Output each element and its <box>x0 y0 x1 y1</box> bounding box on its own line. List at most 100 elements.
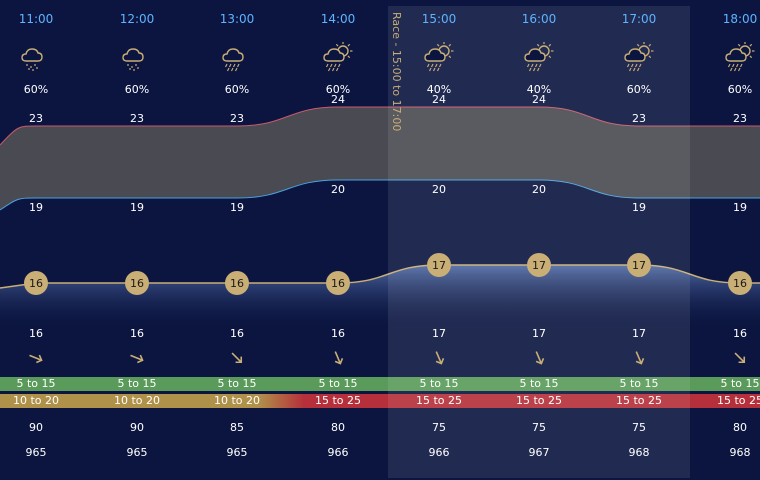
wind-gust-range: 15 to 25 <box>314 394 362 407</box>
precipitation-chance: 60% <box>727 83 753 96</box>
humidity-value: 90 <box>130 421 144 434</box>
race-window-highlight <box>388 6 690 478</box>
pressure-value: 965 <box>126 446 148 459</box>
feels-like-badge: 17 <box>527 253 551 277</box>
wind-direction-arrow-icon <box>27 349 45 367</box>
temperature-max: 24 <box>331 93 345 106</box>
hour-label: 12:00 <box>119 12 155 26</box>
hour-label: 15:00 <box>421 12 457 26</box>
temperature-min: 20 <box>532 183 546 196</box>
temperature-min: 19 <box>632 201 646 214</box>
precipitation-chance: 60% <box>124 83 150 96</box>
wind-speed-range: 5 to 15 <box>419 377 459 390</box>
feels-like-badge: 16 <box>225 271 249 295</box>
feels-like-value: 16 <box>733 327 747 340</box>
feels-like-area <box>0 265 760 330</box>
feels-like-badge: 16 <box>125 271 149 295</box>
humidity-value: 80 <box>733 421 747 434</box>
wind-speed-range: 5 to 15 <box>318 377 358 390</box>
wind-direction-arrow-icon <box>630 349 648 367</box>
temperature-max: 24 <box>532 93 546 106</box>
humidity-value: 80 <box>331 421 345 434</box>
feels-like-value: 17 <box>532 327 546 340</box>
wind-speed-range: 5 to 15 <box>720 377 760 390</box>
wind-speed-range: 5 to 15 <box>619 377 659 390</box>
feels-like-value: 16 <box>331 327 345 340</box>
feels-like-value: 17 <box>432 327 446 340</box>
precipitation-chance: 40% <box>426 83 452 96</box>
pressure-value: 966 <box>428 446 450 459</box>
wind-gust-range: 10 to 20 <box>12 394 60 407</box>
sun-cloud-rain-icon <box>321 41 355 72</box>
temperature-max: 23 <box>29 112 43 125</box>
humidity-value: 75 <box>632 421 646 434</box>
temperature-min: 19 <box>130 201 144 214</box>
temperature-min: 19 <box>29 201 43 214</box>
feels-like-value: 16 <box>130 327 144 340</box>
cloud-drizzle-icon <box>120 42 154 72</box>
wind-gust-range: 10 to 20 <box>213 394 261 407</box>
wind-direction-arrow-icon <box>329 349 347 367</box>
wind-gust-range: 15 to 25 <box>515 394 563 407</box>
precipitation-chance: 60% <box>626 83 652 96</box>
wind-speed-range: 5 to 15 <box>16 377 56 390</box>
temperature-min-line <box>0 179 760 211</box>
temperature-max-line <box>0 106 760 146</box>
pressure-value: 965 <box>226 446 248 459</box>
temperature-max: 23 <box>632 112 646 125</box>
humidity-value: 85 <box>230 421 244 434</box>
feels-like-value: 16 <box>230 327 244 340</box>
humidity-value: 90 <box>29 421 43 434</box>
wind-speed-range: 5 to 15 <box>117 377 157 390</box>
temperature-min: 20 <box>331 183 345 196</box>
feels-like-value: 17 <box>632 327 646 340</box>
feels-like-badge: 16 <box>728 271 752 295</box>
precipitation-chance: 60% <box>325 83 351 96</box>
pressure-value: 965 <box>25 446 47 459</box>
wind-direction-arrow-icon <box>128 349 146 367</box>
sun-cloud-rain-icon <box>723 41 757 72</box>
wind-direction-arrow-icon <box>228 349 246 367</box>
hour-label: 17:00 <box>621 12 657 26</box>
temperature-min: 20 <box>432 183 446 196</box>
wind-direction-arrow-icon <box>731 349 749 367</box>
precipitation-chance: 60% <box>23 83 49 96</box>
feels-like-badge: 16 <box>326 271 350 295</box>
wind-direction-arrow-icon <box>530 349 548 367</box>
hour-label: 11:00 <box>18 12 54 26</box>
humidity-value: 75 <box>532 421 546 434</box>
temperature-min: 19 <box>733 201 747 214</box>
humidity-value: 75 <box>432 421 446 434</box>
pressure-value: 968 <box>628 446 650 459</box>
temperature-max: 23 <box>130 112 144 125</box>
wind-direction-arrow-icon <box>430 349 448 367</box>
wind-gust-range: 15 to 25 <box>615 394 663 407</box>
hour-label: 18:00 <box>722 12 758 26</box>
race-window-label: Race - 15:00 to 17:00 <box>390 12 403 132</box>
wind-speed-range: 5 to 15 <box>519 377 559 390</box>
temperature-max: 23 <box>733 112 747 125</box>
sun-cloud-rain-icon <box>622 41 656 72</box>
wind-speed-range: 5 to 15 <box>217 377 257 390</box>
temperature-range-band <box>0 107 760 210</box>
wind-gust-range: 15 to 25 <box>716 394 760 407</box>
wind-gust-range: 10 to 20 <box>113 394 161 407</box>
precipitation-chance: 60% <box>224 83 250 96</box>
cloud-drizzle-icon <box>19 42 53 72</box>
sun-cloud-rain-icon <box>422 41 456 72</box>
hour-label: 16:00 <box>521 12 557 26</box>
hour-label: 13:00 <box>219 12 255 26</box>
pressure-value: 966 <box>327 446 349 459</box>
temperature-max: 23 <box>230 112 244 125</box>
pressure-value: 967 <box>528 446 550 459</box>
wind-gust-range: 15 to 25 <box>415 394 463 407</box>
wind-speed-band <box>0 377 760 391</box>
hour-label: 14:00 <box>320 12 356 26</box>
precipitation-chance: 40% <box>526 83 552 96</box>
pressure-value: 968 <box>729 446 751 459</box>
feels-like-badge: 17 <box>627 253 651 277</box>
temperature-min: 19 <box>230 201 244 214</box>
sun-cloud-rain-icon <box>522 41 556 72</box>
